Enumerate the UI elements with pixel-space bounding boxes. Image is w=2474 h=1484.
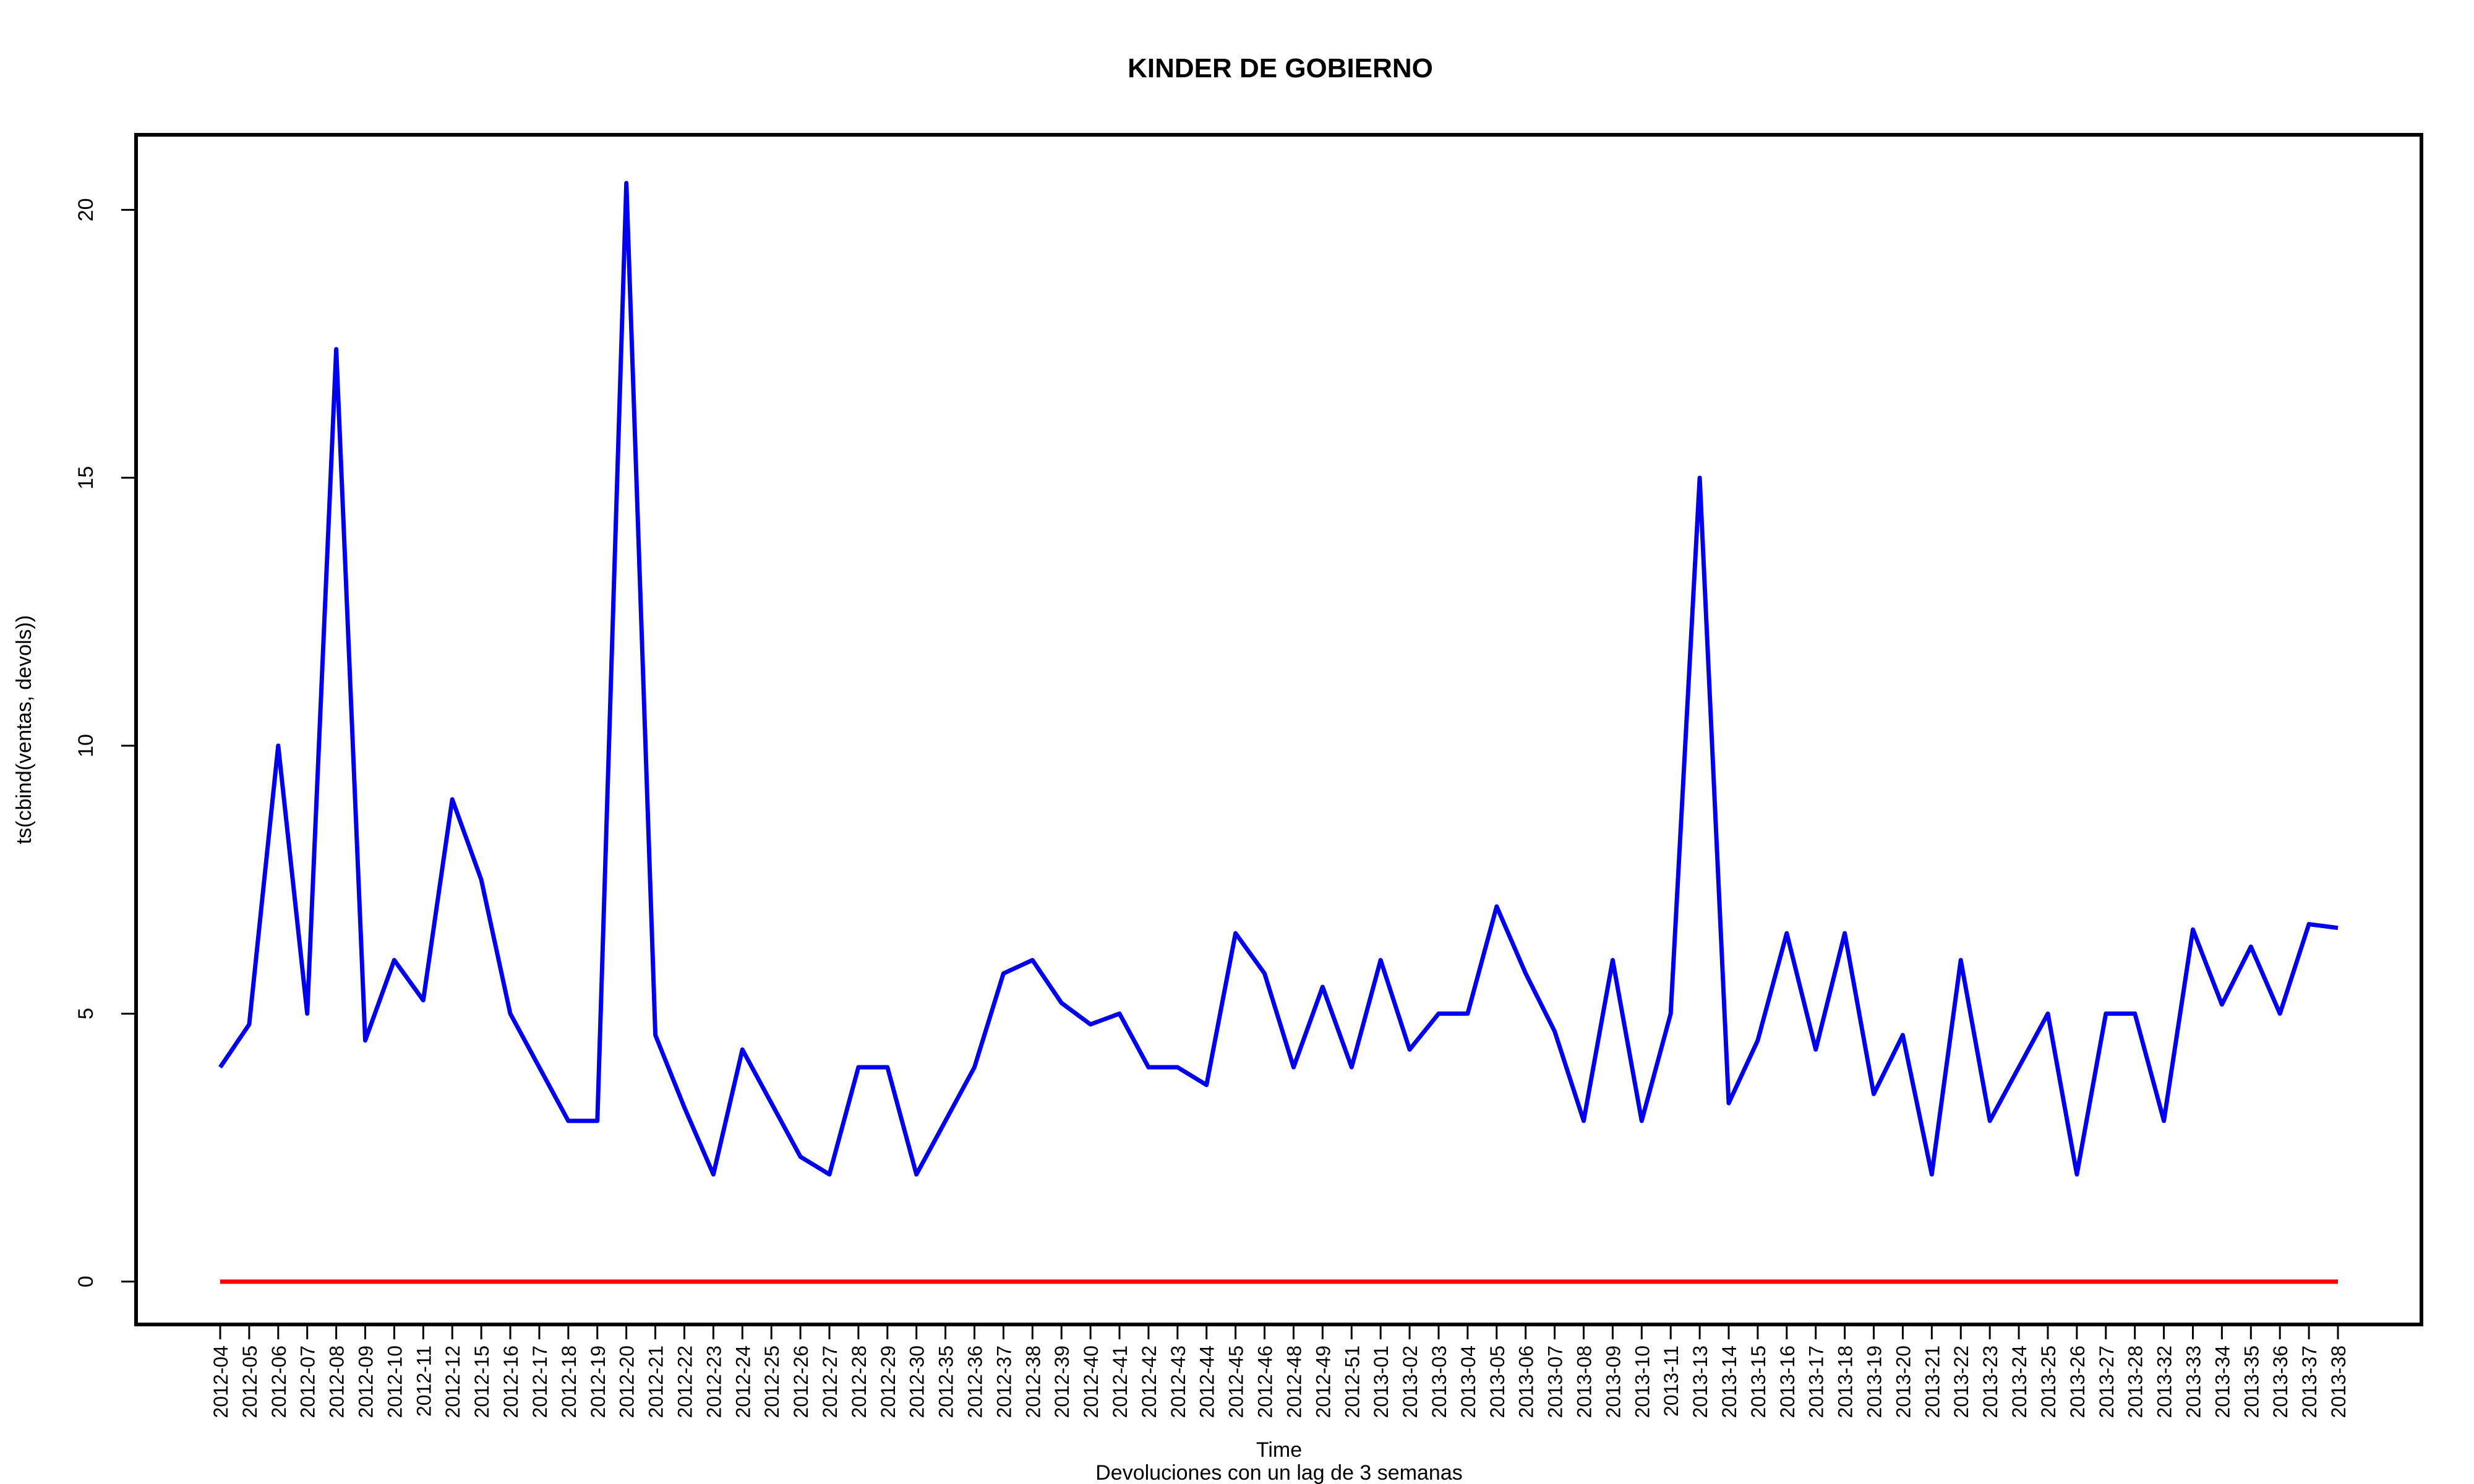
x-tick-label: 2013-11: [1660, 1345, 1682, 1417]
x-tick-label: 2012-51: [1341, 1345, 1363, 1418]
x-tick-label: 2012-49: [1312, 1345, 1334, 1418]
x-tick-label: 2012-27: [819, 1345, 841, 1418]
x-tick-label: 2012-41: [1109, 1345, 1131, 1418]
y-tick-label: 15: [74, 466, 98, 490]
x-tick-label: 2012-16: [500, 1345, 522, 1418]
x-tick-label: 2012-29: [877, 1345, 899, 1418]
series-line-1: [218, 181, 2339, 1177]
x-tick-label: 2012-18: [558, 1345, 580, 1418]
x-tick-label: 2013-37: [2298, 1345, 2321, 1418]
y-axis-label: ts(cbind(ventas, devols)): [12, 615, 36, 844]
x-tick-label: 2013-33: [2182, 1345, 2204, 1418]
x-tick-label: 2012-40: [1080, 1345, 1102, 1418]
x-tick-label: 2012-04: [210, 1345, 232, 1418]
x-axis: 2012-04 2012-05 2012-06 2012-07 2012-08 2012-…: [210, 1324, 2350, 1418]
x-tick-label: 2013-26: [2066, 1345, 2089, 1418]
y-tick-label: 10: [74, 734, 98, 757]
x-tick-label: 2012-28: [848, 1345, 870, 1418]
x-tick-label: 2012-38: [1022, 1345, 1044, 1418]
x-tick-label: 2013-14: [1718, 1345, 1740, 1418]
x-tick-label: 2013-05: [1486, 1345, 1509, 1418]
x-tick-label: 2013-01: [1370, 1345, 1392, 1418]
x-tick-label: 2013-27: [2095, 1345, 2118, 1418]
x-tick-label: 2013-06: [1515, 1345, 1538, 1418]
x-tick-label: 2012-36: [964, 1345, 987, 1418]
x-tick-label: 2013-02: [1399, 1345, 1421, 1418]
x-tick-label: 2013-28: [2125, 1345, 2147, 1418]
x-tick-label: 2012-39: [1051, 1345, 1073, 1418]
x-tick-label: 2012-11: [413, 1345, 435, 1417]
chart-subtitle: Devoluciones con un lag de 3 semanas: [1095, 1461, 1463, 1484]
x-tick-label: 2012-45: [1225, 1345, 1248, 1418]
y-tick-label: 20: [74, 198, 98, 221]
x-tick-label: 2013-03: [1428, 1345, 1450, 1418]
x-tick-label: 2012-19: [587, 1345, 609, 1418]
x-tick-label: 2012-10: [383, 1345, 406, 1418]
chart-title: KINDER DE GOBIERNO: [1128, 53, 1433, 83]
x-tick-label: 2013-16: [1776, 1345, 1799, 1418]
x-tick-label: 2012-26: [790, 1345, 812, 1418]
x-tick-label: 2012-42: [1138, 1345, 1160, 1418]
x-tick-label: 2013-04: [1457, 1345, 1479, 1418]
x-tick-label: 2012-37: [993, 1345, 1015, 1418]
x-tick-label: 2012-48: [1283, 1345, 1305, 1418]
x-tick-label: 2013-21: [1921, 1345, 1943, 1418]
x-tick-label: 2012-20: [616, 1345, 638, 1418]
x-tick-label: 2013-24: [2008, 1345, 2031, 1418]
x-tick-label: 2012-17: [529, 1345, 551, 1418]
y-axis: 0 5 10 15 20: [74, 198, 136, 1287]
x-tick-label: 2012-09: [355, 1345, 377, 1418]
x-tick-label: 2012-46: [1254, 1345, 1277, 1418]
series-layer: [218, 181, 2339, 1284]
x-tick-label: 2012-44: [1196, 1345, 1218, 1418]
x-tick-label: 2012-06: [268, 1345, 290, 1418]
x-tick-label: 2013-23: [1979, 1345, 2001, 1418]
x-tick-label: 2013-20: [1892, 1345, 1914, 1418]
x-tick-label: 2013-36: [2269, 1345, 2292, 1418]
x-tick-label: 2013-18: [1834, 1345, 1857, 1418]
x-tick-label: 2013-34: [2211, 1345, 2233, 1418]
x-tick-label: 2012-07: [297, 1345, 319, 1418]
x-tick-label: 2012-21: [645, 1345, 667, 1418]
x-tick-label: 2012-22: [674, 1345, 696, 1418]
x-tick-label: 2013-38: [2327, 1345, 2350, 1418]
x-tick-label: 2013-19: [1864, 1345, 1886, 1418]
x-tick-label: 2012-05: [239, 1345, 261, 1418]
x-tick-label: 2012-25: [761, 1345, 783, 1418]
x-tick-label: 2013-15: [1747, 1345, 1770, 1418]
plot-frame: [134, 133, 2423, 1326]
x-tick-label: 2012-35: [935, 1345, 957, 1418]
x-tick-label: 2012-08: [326, 1345, 348, 1418]
x-tick-label: 2012-43: [1167, 1345, 1189, 1418]
x-axis-label: Time: [1256, 1438, 1302, 1462]
x-tick-label: 2013-10: [1631, 1345, 1653, 1418]
x-tick-label: 2012-12: [442, 1345, 464, 1418]
x-tick-label: 2013-08: [1573, 1345, 1595, 1418]
x-tick-label: 2013-09: [1602, 1345, 1624, 1418]
x-tick-label: 2012-23: [703, 1345, 725, 1418]
x-tick-label: 2012-15: [471, 1345, 493, 1418]
x-tick-label: 2013-17: [1805, 1345, 1828, 1418]
x-tick-label: 2013-07: [1544, 1345, 1567, 1418]
y-tick-label: 0: [74, 1276, 98, 1287]
x-tick-label: 2013-22: [1950, 1345, 1972, 1418]
x-tick-label: 2013-25: [2037, 1345, 2060, 1418]
x-tick-label: 2013-32: [2154, 1345, 2176, 1418]
x-tick-label: 2013-13: [1689, 1345, 1711, 1418]
x-tick-label: 2012-30: [906, 1345, 928, 1418]
y-tick-label: 5: [74, 1008, 98, 1020]
x-tick-label: 2012-24: [732, 1345, 754, 1418]
x-tick-label: 2013-35: [2240, 1345, 2262, 1418]
